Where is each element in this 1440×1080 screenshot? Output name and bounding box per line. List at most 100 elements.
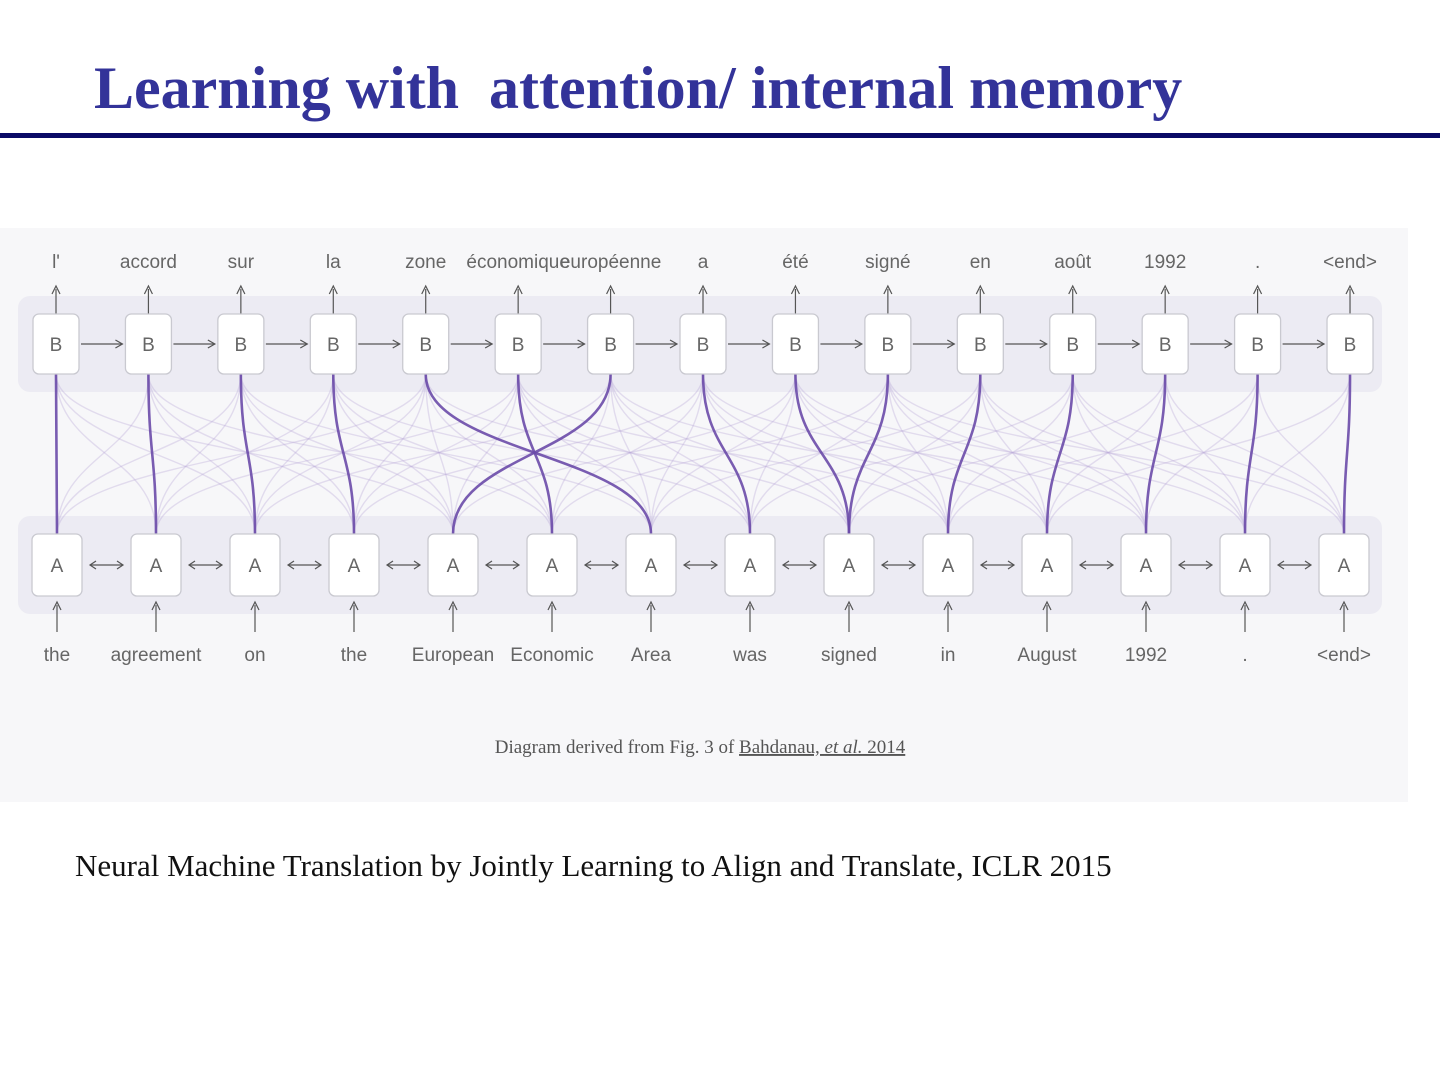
weak-attention-line <box>887 373 1345 535</box>
up-arrow-head <box>606 284 616 295</box>
weak-attention-line <box>155 373 242 535</box>
encoder-arrow-head <box>1007 560 1016 570</box>
encoder-arrow-head <box>908 560 917 570</box>
weak-attention-line <box>887 373 1048 535</box>
encoder-node-label: A <box>1041 556 1054 577</box>
weak-attention-line <box>425 373 850 535</box>
up-arrow-head <box>236 284 246 295</box>
encoder-arrow-head <box>116 560 125 570</box>
up-arrow-head <box>250 600 260 611</box>
encoder-arrow-head <box>385 560 394 570</box>
weak-attention-line <box>55 373 454 535</box>
source-word: the <box>44 645 70 666</box>
up-arrow-head <box>349 600 359 611</box>
figure-caption: Diagram derived from Fig. 3 of Bahdanau,… <box>495 737 906 758</box>
decoder-arrow-head <box>207 339 217 349</box>
encoder-arrow-head <box>1276 560 1285 570</box>
decoder-arrow-head <box>484 339 494 349</box>
weak-attention-line <box>425 373 454 535</box>
encoder-node <box>526 533 578 597</box>
decoder-node-label: B <box>1344 335 1357 356</box>
source-word: the <box>341 645 367 666</box>
up-arrow-head <box>883 284 893 295</box>
decoder-arrow-head <box>115 339 124 349</box>
up-arrow-head <box>513 284 523 295</box>
decoder-node <box>124 313 173 375</box>
weak-attention-line <box>353 373 519 535</box>
up-arrow-head <box>943 600 953 611</box>
target-word: économique <box>466 252 570 273</box>
weak-attention-line <box>147 373 553 535</box>
weak-attention-line <box>887 373 1147 535</box>
target-word: accord <box>120 252 177 273</box>
source-word: 1992 <box>1125 645 1167 666</box>
encoder-node-label: A <box>942 556 955 577</box>
up-arrow-head <box>1068 284 1078 295</box>
up-arrow-head <box>1345 284 1355 295</box>
weak-attention-line <box>551 373 704 535</box>
encoder-node <box>823 533 875 597</box>
caption-link-author[interactable]: Bahdanau, <box>739 737 824 758</box>
source-word: in <box>941 645 956 666</box>
weak-attention-line <box>979 373 1246 535</box>
decoder-arrow-head <box>299 339 309 349</box>
up-arrow-head <box>1160 284 1170 295</box>
decoder-node-label: B <box>604 335 617 356</box>
decoder-node <box>217 313 265 375</box>
weak-attention-line <box>425 373 553 535</box>
decoder-node <box>402 313 450 375</box>
caption-link-etal[interactable]: et al. <box>825 737 863 758</box>
weak-attention-line <box>254 373 612 535</box>
paper-citation: Neural Machine Translation by Jointly Le… <box>75 848 1112 883</box>
encoder-node-label: A <box>1140 556 1153 577</box>
encoder-arrow-head <box>1304 560 1313 570</box>
encoder-arrow-head <box>1078 560 1087 570</box>
weak-attention-line <box>1046 373 1351 535</box>
source-words: the agreement on the European Economic Area was… <box>44 645 1371 666</box>
weak-attention-line <box>1256 373 1345 535</box>
decoder-node <box>1049 313 1097 375</box>
strong-attention-line <box>331 373 356 535</box>
decoder-arrow-head <box>947 339 956 349</box>
weak-attention-line <box>254 373 427 535</box>
encoder-node-label: A <box>51 556 64 577</box>
encoder-node <box>31 533 83 597</box>
source-word: August <box>1017 645 1077 666</box>
target-word: 1992 <box>1144 252 1186 273</box>
decoder-node-label: B <box>142 335 155 356</box>
weak-attention-line <box>452 373 797 535</box>
weak-attention-line <box>240 373 355 535</box>
decoder-node <box>1233 313 1282 375</box>
weak-attention-line <box>517 373 652 535</box>
encoder-node <box>625 533 677 597</box>
encoder-arrows <box>52 560 1349 632</box>
title-divider <box>0 133 1440 138</box>
up-arrow-head <box>1042 600 1052 611</box>
source-word: . <box>1242 645 1247 666</box>
weak-attention-line <box>56 373 427 535</box>
encoder-arrow-head <box>187 560 196 570</box>
encoder-arrow-head <box>1177 560 1186 570</box>
target-word: européenne <box>560 252 661 273</box>
weak-attention-line <box>887 373 949 535</box>
weak-attention-line <box>1072 373 1147 535</box>
target-word: été <box>782 252 808 273</box>
encoder-node-label: A <box>744 556 757 577</box>
up-arrow-head <box>52 600 62 611</box>
strong-attention-line <box>239 373 257 535</box>
up-arrow-head <box>844 600 854 611</box>
caption-link-year[interactable]: 2014 <box>863 737 906 758</box>
weak-attention-line <box>240 373 454 535</box>
weak-attention-line <box>794 373 1048 535</box>
encoder-node <box>1318 533 1370 597</box>
weak-attention-line <box>1072 373 1246 535</box>
encoder-arrow-head <box>583 560 592 570</box>
weak-attention-line <box>332 373 553 535</box>
weak-attention-line <box>254 373 334 535</box>
weak-attention-line <box>702 373 949 535</box>
weak-attention-line <box>155 373 334 535</box>
strong-attention-line <box>847 373 890 535</box>
encoder-node <box>724 533 776 597</box>
weak-attention-line <box>1046 373 1166 535</box>
